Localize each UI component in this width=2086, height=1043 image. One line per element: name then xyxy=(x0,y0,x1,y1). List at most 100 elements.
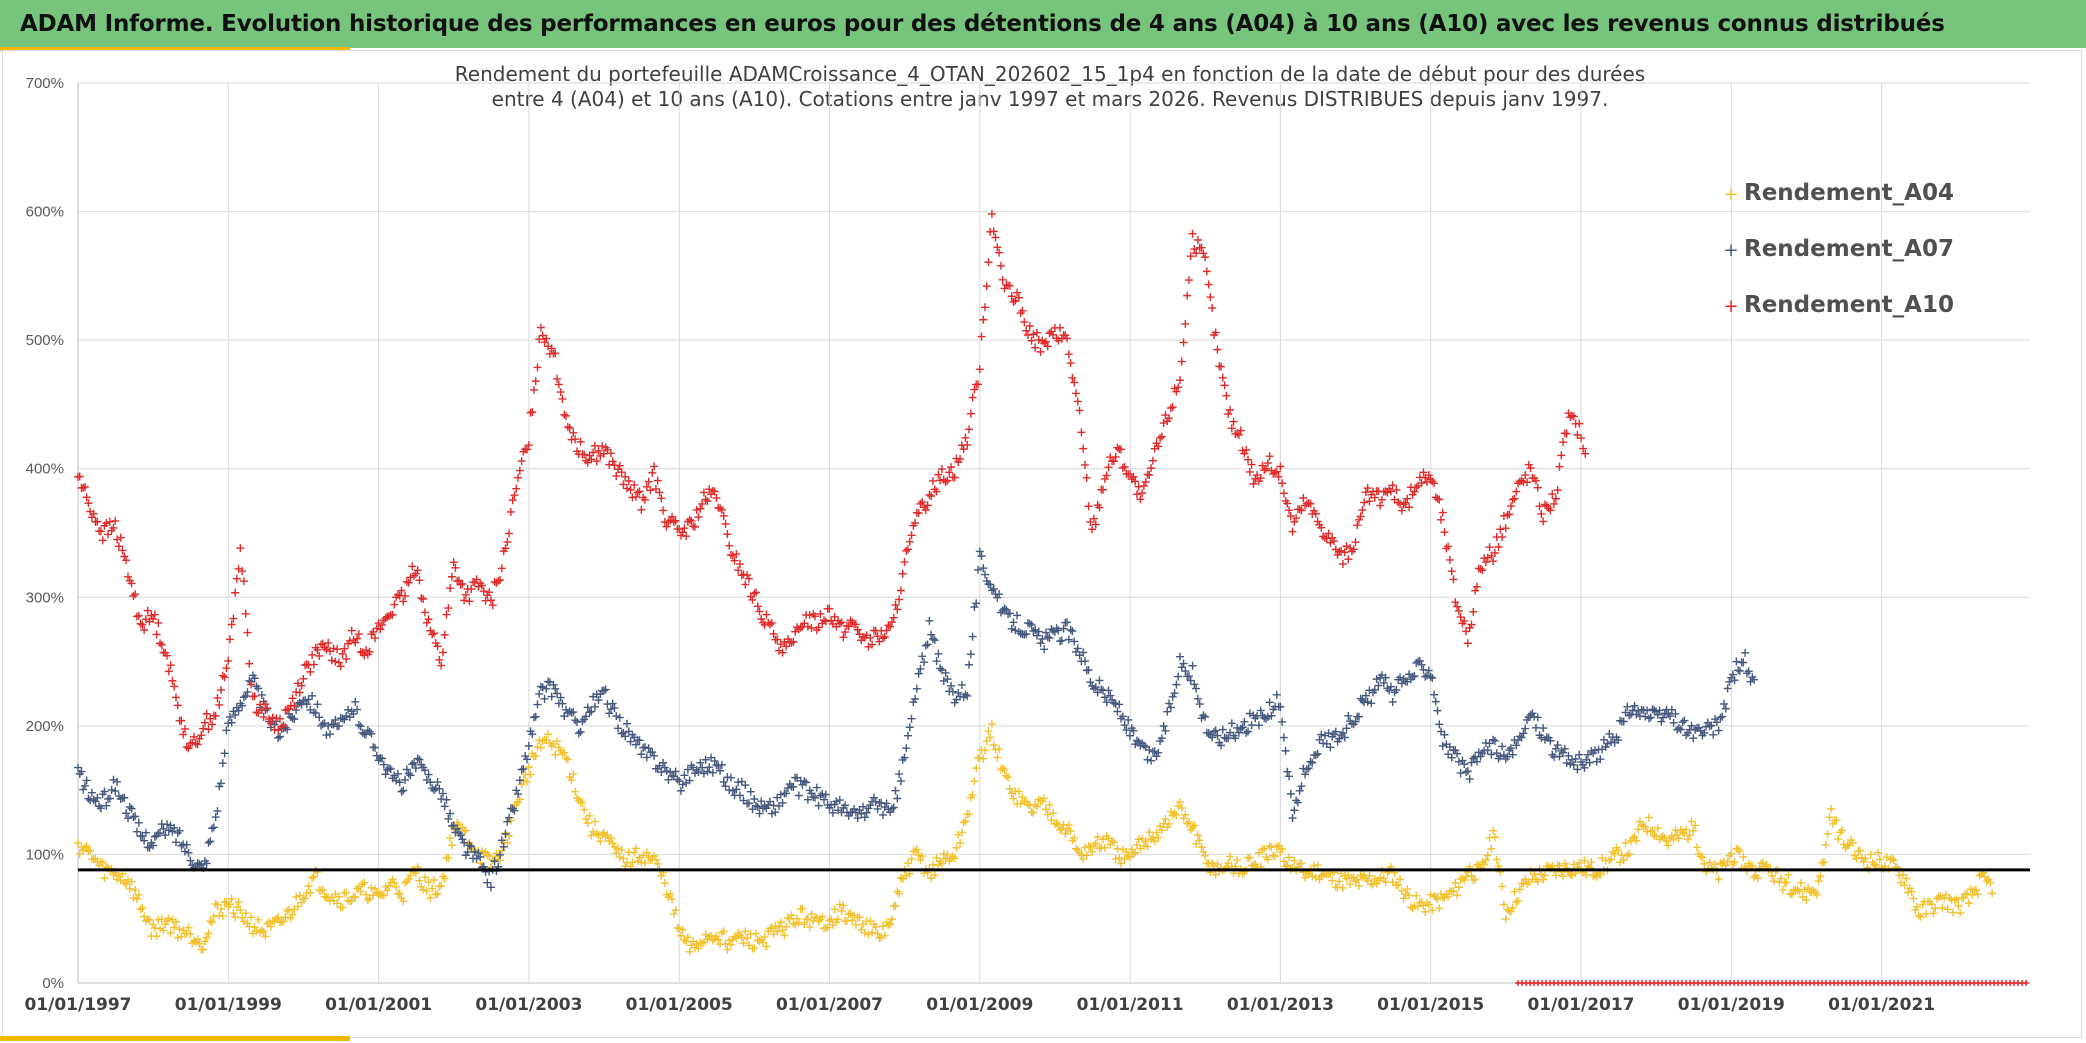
data-point-a04 xyxy=(578,798,587,807)
data-point-a07 xyxy=(583,703,592,712)
data-point-a04 xyxy=(1263,855,1272,864)
data-point-a04 xyxy=(208,918,217,927)
data-point-a10 xyxy=(320,643,329,652)
data-point-a10 xyxy=(1181,319,1190,328)
data-point-a10 xyxy=(422,618,431,627)
data-point-a07 xyxy=(1193,694,1202,703)
data-point-a04 xyxy=(1614,846,1623,855)
data-point-a04 xyxy=(1016,799,1025,808)
data-point-a07 xyxy=(538,683,547,692)
data-point-a10 xyxy=(528,408,537,417)
data-point-a07 xyxy=(122,809,131,818)
data-point-a10 xyxy=(163,651,172,660)
data-point-a07 xyxy=(696,758,705,767)
data-point-a10 xyxy=(1550,499,1559,508)
data-point-a04 xyxy=(839,901,848,910)
data-point-a10 xyxy=(1438,508,1447,517)
data-point-a04 xyxy=(1197,843,1206,852)
x-tick-label: 01/01/2019 xyxy=(1678,995,1785,1015)
data-point-a10 xyxy=(1242,445,1251,454)
data-point-a07 xyxy=(1519,729,1528,738)
data-point-a04 xyxy=(1913,902,1922,911)
data-point-a04 xyxy=(1916,912,1925,921)
data-point-a10 xyxy=(1462,627,1471,636)
data-point-a04 xyxy=(1914,911,1923,920)
data-point-a04 xyxy=(1816,872,1825,881)
data-point-a07 xyxy=(170,823,179,832)
data-point-a07 xyxy=(1430,690,1439,699)
data-point-a07 xyxy=(435,784,444,793)
data-point-a10 xyxy=(322,645,331,654)
y-tick-label: 600% xyxy=(26,204,64,221)
data-point-a10 xyxy=(820,616,829,625)
data-point-a04 xyxy=(725,936,734,945)
data-point-a10 xyxy=(968,393,977,402)
data-point-a07 xyxy=(1157,734,1166,743)
data-point-a04 xyxy=(1959,893,1968,902)
data-point-a07 xyxy=(378,754,387,763)
data-point-a07 xyxy=(1720,699,1729,708)
data-point-a10 xyxy=(705,485,714,494)
data-point-a04 xyxy=(758,938,767,947)
data-point-a04 xyxy=(131,886,140,895)
data-point-a04 xyxy=(301,894,310,903)
data-point-a10 xyxy=(138,620,147,629)
data-point-a10 xyxy=(263,704,272,713)
data-point-a04 xyxy=(1183,819,1192,828)
data-point-a04 xyxy=(937,859,946,868)
data-point-a04 xyxy=(1070,834,1079,843)
data-point-a10 xyxy=(991,233,1000,242)
data-point-a07 xyxy=(1265,698,1274,707)
data-point-a04 xyxy=(379,891,388,900)
data-point-a07 xyxy=(936,664,945,673)
data-point-a10 xyxy=(127,579,136,588)
data-point-a07 xyxy=(725,786,734,795)
data-point-a04 xyxy=(122,880,131,889)
data-point-a10 xyxy=(814,623,823,632)
data-point-a04 xyxy=(1804,883,1813,892)
data-point-a10 xyxy=(642,482,651,491)
data-point-a10 xyxy=(1360,498,1369,507)
data-point-a10 xyxy=(87,513,96,522)
data-point-a10 xyxy=(844,622,853,631)
data-point-a04 xyxy=(1040,794,1049,803)
data-point-a07 xyxy=(1079,648,1088,657)
data-point-a10 xyxy=(1023,330,1032,339)
data-point-a04 xyxy=(837,906,846,915)
data-point-a07 xyxy=(961,690,970,699)
data-point-a07 xyxy=(891,786,900,795)
data-point-a04 xyxy=(1972,885,1981,894)
accent-bar-bottom xyxy=(0,1036,350,1041)
data-point-a04 xyxy=(1456,875,1465,884)
data-point-a04 xyxy=(129,893,138,902)
data-point-a10 xyxy=(762,610,771,619)
data-point-a04 xyxy=(82,842,91,851)
data-point-a04 xyxy=(563,755,572,764)
x-tick-label: 01/01/2003 xyxy=(475,995,582,1015)
data-point-a04 xyxy=(1004,773,1013,782)
data-point-a07 xyxy=(590,702,599,711)
data-point-a07 xyxy=(1102,698,1111,707)
data-point-a07 xyxy=(1616,716,1625,725)
data-point-a07 xyxy=(721,782,730,791)
data-point-a07 xyxy=(1236,724,1245,733)
data-point-a10 xyxy=(1179,338,1188,347)
data-point-a04 xyxy=(250,923,259,932)
data-point-a10 xyxy=(975,365,984,374)
data-point-a10 xyxy=(878,634,887,643)
data-point-a04 xyxy=(1820,858,1829,867)
data-point-a04 xyxy=(1335,877,1344,886)
data-point-a10 xyxy=(390,600,399,609)
x-tick-label: 01/01/2013 xyxy=(1227,995,1334,1015)
data-point-a10 xyxy=(365,647,374,656)
data-point-a10 xyxy=(1240,449,1249,458)
data-point-a10 xyxy=(594,446,603,455)
data-point-a07 xyxy=(1559,748,1568,757)
data-point-a07 xyxy=(1163,707,1172,716)
data-point-a07 xyxy=(156,829,165,838)
data-point-a07 xyxy=(925,616,934,625)
data-point-a07 xyxy=(225,712,234,721)
data-point-a04 xyxy=(342,888,351,897)
data-point-a07 xyxy=(895,770,904,779)
data-point-a04 xyxy=(444,854,453,863)
